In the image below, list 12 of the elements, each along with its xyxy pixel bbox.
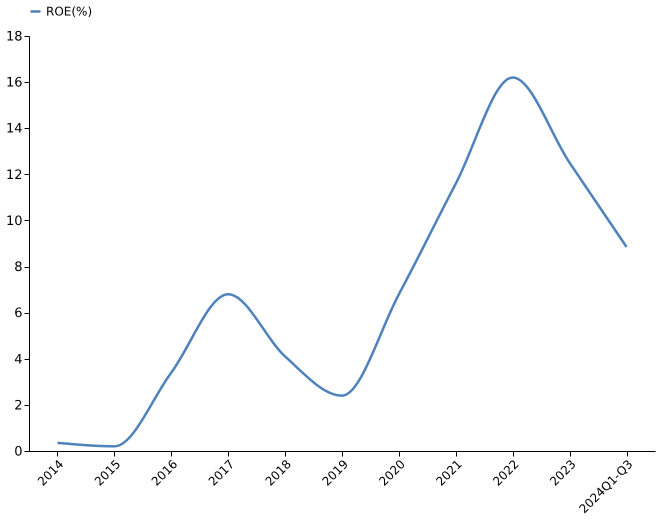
y-tick-label: 18 <box>6 30 22 44</box>
line-series <box>56 76 628 448</box>
y-tick-label: 0 <box>14 444 22 460</box>
y-tick-label: 14 <box>6 122 22 137</box>
y-tick-label: 12 <box>6 168 22 183</box>
y-tick-label: 16 <box>6 76 22 91</box>
y-tick-label: 10 <box>6 214 22 229</box>
y-tick-label: 4 <box>14 352 22 368</box>
y-tick-label: 6 <box>14 306 22 322</box>
y-tick-label: 2 <box>14 398 22 414</box>
y-tick-label: 8 <box>14 260 22 276</box>
legend-label: ROE(%) <box>46 4 92 18</box>
